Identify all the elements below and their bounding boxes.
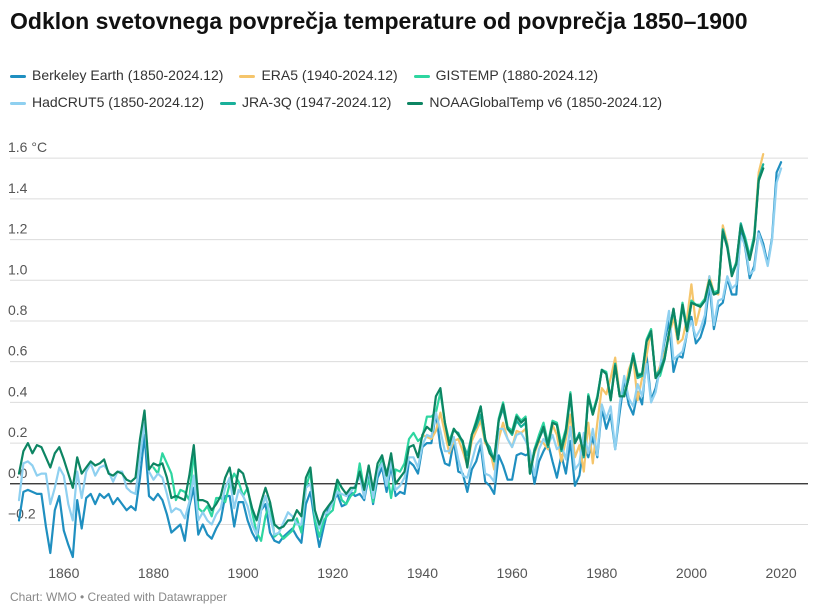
legend-swatch (413, 74, 430, 78)
legend-label: GISTEMP (1880-2024.12) (435, 67, 599, 83)
legend-item: HadCRUT5 (1850-2024.12) (10, 89, 204, 116)
legend-item: JRA-3Q (1947-2024.12) (219, 89, 392, 116)
x-tick-label: 1980 (586, 565, 617, 581)
legend-item: Berkeley Earth (1850-2024.12) (10, 62, 223, 89)
x-tick-label: 1860 (48, 565, 79, 581)
y-tick-label: 1.4 (8, 180, 28, 196)
series-line (17, 161, 783, 559)
legend-label: JRA-3Q (1947-2024.12) (241, 94, 392, 110)
legend-label: ERA5 (1940-2024.12) (261, 67, 398, 83)
y-tick-label: 0.6 (8, 343, 28, 359)
legend-item: GISTEMP (1880-2024.12) (413, 62, 599, 89)
legend-swatch (10, 74, 26, 78)
legend-swatch (407, 101, 424, 105)
legend-label: HadCRUT5 (1850-2024.12) (32, 94, 204, 110)
legend-label: Berkeley Earth (1850-2024.12) (32, 67, 224, 83)
y-tick-label: 0.0 (8, 465, 28, 481)
x-tick-label: 1960 (497, 565, 528, 581)
y-tick-label: 1.6 °C (8, 139, 47, 155)
series-line (17, 167, 765, 530)
legend-swatch (239, 74, 256, 78)
y-tick-label: 1.0 (8, 261, 28, 277)
y-tick-label: 1.2 (8, 221, 28, 237)
y-tick-label: −0.2 (8, 505, 36, 521)
x-tick-label: 1940 (407, 565, 438, 581)
legend-item: NOAAGlobalTemp v6 (1850-2024.12) (407, 89, 662, 116)
chart-title: Odklon svetovnega povprečja temperature … (10, 8, 748, 34)
x-tick-label: 2020 (766, 565, 797, 581)
x-tick-label: 1900 (228, 565, 259, 581)
x-tick-label: 2000 (676, 565, 707, 581)
legend-swatch (10, 101, 26, 105)
chart-source: Chart: WMO • Created with Datawrapper (10, 590, 227, 604)
x-tick-label: 1920 (317, 565, 348, 581)
y-tick-label: 0.2 (8, 424, 28, 440)
legend-label: NOAAGlobalTemp v6 (1850-2024.12) (429, 94, 663, 110)
x-tick-label: 1880 (138, 565, 169, 581)
legend-item: ERA5 (1940-2024.12) (239, 62, 398, 89)
legend-swatch (219, 101, 236, 105)
y-tick-label: 0.4 (8, 383, 28, 399)
y-tick-label: 0.8 (8, 302, 28, 318)
chart-legend: Berkeley Earth (1850-2024.12) ERA5 (1940-… (10, 62, 810, 116)
